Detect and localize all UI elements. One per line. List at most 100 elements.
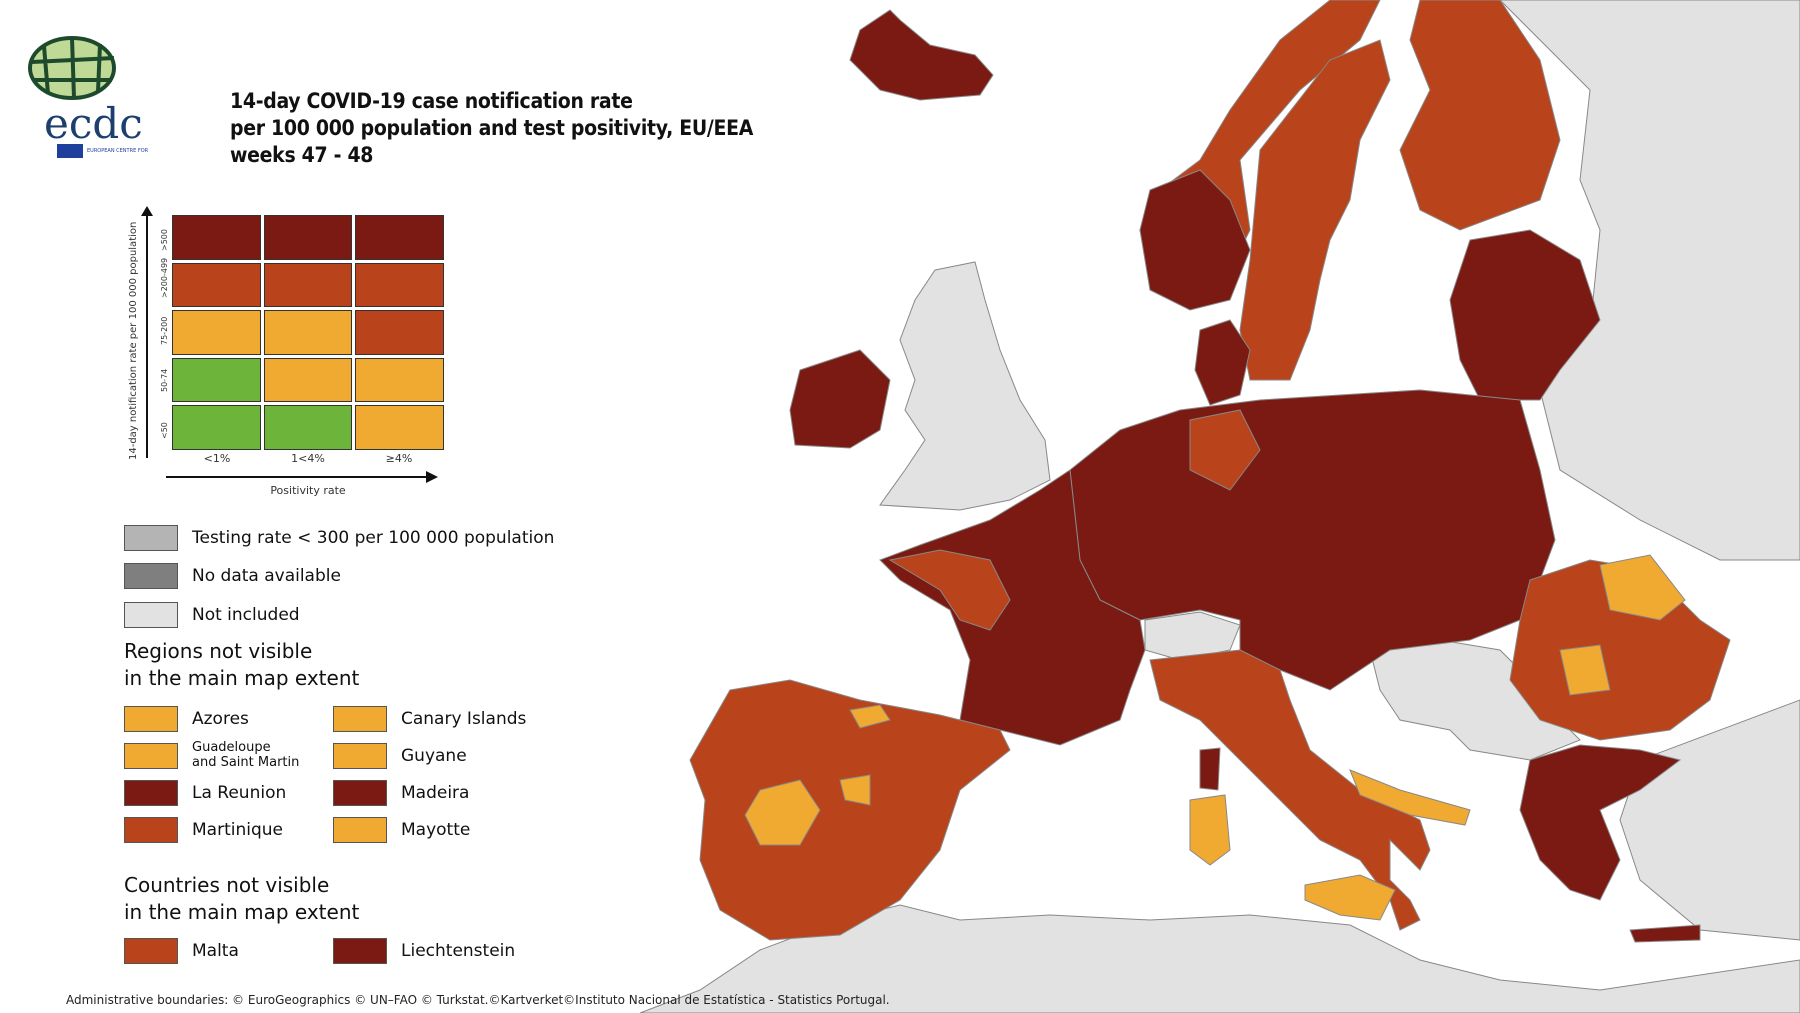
legend-label: Canary Islands — [401, 709, 526, 729]
legend-swatch — [333, 706, 387, 732]
countries-heading: Countries not visible in the main map ex… — [124, 872, 359, 926]
matrix-cell — [172, 405, 261, 450]
footer-credits: Administrative boundaries: © EuroGeograp… — [66, 993, 890, 1007]
region-spain-north — [849, 704, 891, 729]
matrix-cell — [355, 310, 444, 355]
matrix-cell — [263, 405, 353, 450]
region-romania-north — [1599, 554, 1686, 621]
region-norway-south — [1139, 169, 1251, 311]
region-italy-south — [1349, 769, 1471, 826]
legend-label-line: and Saint Martin — [192, 755, 300, 770]
x-axis-arrow — [166, 476, 426, 478]
region-denmark — [1194, 319, 1251, 406]
x-axis-label: Positivity rate — [270, 484, 346, 497]
swatch-not-included — [124, 602, 178, 628]
region-corsica — [1199, 747, 1221, 791]
matrix-col-label: <1% — [203, 452, 231, 465]
region-balkans — [1369, 639, 1581, 761]
legend-label: Martinique — [192, 820, 283, 840]
y-axis-arrow — [146, 212, 148, 458]
arrow-right-icon — [426, 471, 438, 483]
region-russia-east — [1499, 0, 1800, 561]
matrix-cell — [172, 310, 261, 355]
risk-matrix — [172, 215, 444, 450]
region-finland — [1399, 0, 1561, 231]
region-sardinia — [1189, 794, 1231, 866]
matrix-cell — [172, 215, 261, 260]
region-turkey — [1619, 699, 1800, 941]
matrix-cell — [355, 215, 444, 260]
title-line-2: per 100 000 population and test positivi… — [230, 116, 754, 140]
matrix-row-label: <50 — [160, 422, 169, 439]
y-axis-label: 14-day notification rate per 100 000 pop… — [128, 221, 139, 460]
legend-no-data: No data available — [192, 566, 341, 586]
legend-swatch — [124, 743, 178, 769]
legend-label-line: Liechtenstein — [401, 941, 516, 961]
legend-label: Liechtenstein — [401, 941, 515, 961]
legend-label-line: Guadeloupe — [192, 740, 271, 755]
swatch-no-data — [124, 563, 178, 589]
region-benelux-germany-west — [1189, 409, 1261, 491]
region-bucharest-area — [1559, 644, 1611, 696]
legend-swatch — [333, 780, 387, 806]
region-crete — [1629, 924, 1701, 943]
svg-text:EUROPEAN CENTRE FOR: EUROPEAN CENTRE FOR — [87, 148, 149, 154]
legend-swatch — [124, 817, 178, 843]
matrix-cell — [263, 262, 353, 308]
legend-swatch — [124, 938, 178, 964]
legend-testing: Testing rate < 300 per 100 000 populatio… — [192, 528, 555, 548]
legend-label-line: Martinique — [192, 820, 283, 840]
legend-label: Malta — [192, 941, 239, 961]
region-madrid — [744, 779, 821, 846]
matrix-cell — [355, 262, 444, 308]
region-greece — [1519, 744, 1682, 901]
matrix-row-label: 50-74 — [160, 368, 169, 392]
legend-swatch — [333, 817, 387, 843]
legend-label-line: Azores — [192, 709, 249, 729]
title-line-1: 14-day COVID-19 case notification rate — [230, 89, 633, 113]
map-title: 14-day COVID-19 case notification rate p… — [230, 88, 850, 169]
legend-label-line: Madeira — [401, 783, 470, 803]
matrix-row-label: >200-499 — [160, 257, 169, 298]
legend-swatch — [124, 780, 178, 806]
legend-label-line: Guyane — [401, 746, 467, 766]
legend-label: Guyane — [401, 746, 467, 766]
legend-swatch — [124, 706, 178, 732]
legend-label-line: Canary Islands — [401, 709, 527, 729]
region-uk — [879, 261, 1051, 511]
matrix-cell — [355, 357, 444, 403]
legend-swatch — [333, 938, 387, 964]
legend-swatch — [333, 743, 387, 769]
globe-icon: ecdc EUROPEAN CENTRE FOR — [28, 36, 149, 158]
matrix-row-label: >500 — [160, 229, 169, 251]
region-iceland — [849, 9, 994, 101]
matrix-row-label: 75-200 — [160, 316, 169, 345]
swatch-testing — [124, 525, 178, 551]
region-ireland — [789, 349, 891, 449]
arrow-up-icon — [141, 206, 153, 216]
regions-heading-line-2: in the main map extent — [124, 666, 360, 690]
svg-text:ecdc: ecdc — [44, 99, 143, 148]
matrix-col-label: ≥4% — [385, 452, 413, 465]
legend-label-line: Malta — [192, 941, 239, 961]
title-line-3: weeks 47 - 48 — [230, 143, 374, 167]
region-aragon — [839, 774, 871, 806]
region-sicily — [1304, 874, 1396, 921]
ecdc-logo: ecdc EUROPEAN CENTRE FOR — [22, 28, 182, 158]
region-baltics — [1449, 229, 1601, 401]
regions-heading: Regions not visible in the main map exte… — [124, 638, 359, 692]
legend-label-line: La Reunion — [192, 783, 287, 803]
legend-label: La Reunion — [192, 783, 286, 803]
region-iberia — [689, 679, 1011, 941]
legend-label: Mayotte — [401, 820, 470, 840]
matrix-cell — [263, 357, 353, 403]
matrix-cell — [172, 357, 261, 403]
region-italy — [1149, 649, 1431, 931]
region-france-west — [888, 549, 1011, 631]
legend-label-line: Mayotte — [401, 820, 471, 840]
countries-heading-line-1: Countries not visible — [124, 873, 330, 897]
legend-label: Madeira — [401, 783, 469, 803]
matrix-col-label: 1<4% — [291, 452, 325, 465]
countries-heading-line-2: in the main map extent — [124, 900, 360, 924]
